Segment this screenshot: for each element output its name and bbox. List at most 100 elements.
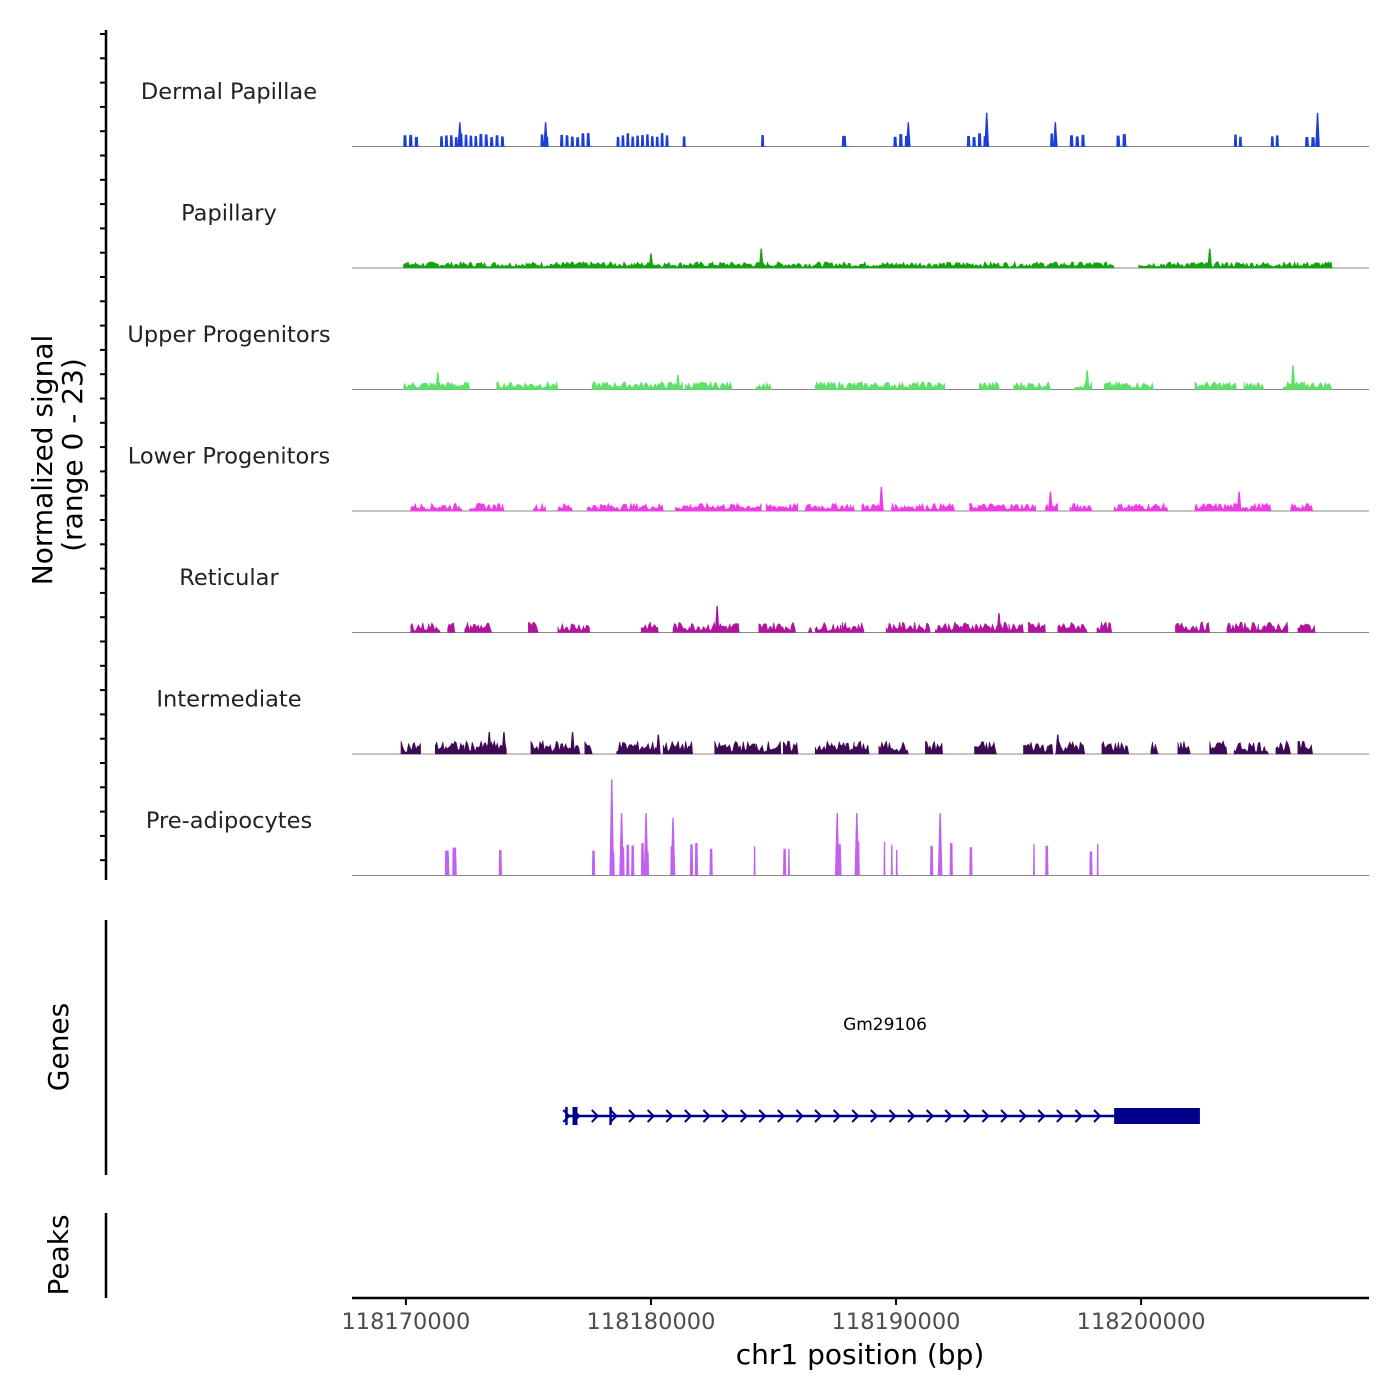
- coverage-area: [753, 261, 890, 269]
- coverage-area: [1270, 135, 1281, 147]
- coverage-area: [1194, 381, 1238, 390]
- coverage-area: [1138, 260, 1304, 269]
- coverage-area: [756, 381, 772, 390]
- coverage-area: [662, 740, 693, 755]
- coverage-peak: [609, 779, 615, 876]
- coverage-area: [410, 622, 441, 633]
- coverage-area: [1297, 623, 1316, 633]
- track-label: Reticular: [179, 565, 279, 591]
- x-tick-label: 118200000: [1077, 1309, 1206, 1335]
- coverage-area: [1297, 740, 1313, 755]
- coverage-area: [974, 741, 997, 755]
- coverage-area: [756, 741, 782, 755]
- track-upper-progenitors: Upper Progenitors: [127, 322, 1369, 390]
- coverage-area: [878, 740, 909, 755]
- coverage-area: [675, 502, 716, 512]
- coverage-area: [403, 134, 421, 147]
- coverage-area: [925, 740, 943, 755]
- coverage-area: [672, 621, 691, 633]
- track-lower-progenitors: Lower Progenitors: [128, 444, 1369, 512]
- coverage-area: [765, 502, 799, 512]
- coverage-area: [1101, 740, 1130, 755]
- track-intermediate: Intermediate: [156, 687, 1369, 755]
- coverage-area: [783, 740, 799, 755]
- coverage-area: [498, 850, 504, 876]
- coverage-area: [1104, 380, 1154, 390]
- coverage-area: [1013, 380, 1051, 390]
- coverage-area: [974, 621, 1010, 633]
- coverage-peak: [834, 813, 840, 876]
- coverage-area: [1057, 621, 1088, 633]
- track-dermal-papillae: Dermal Papillae: [141, 79, 1369, 147]
- gene-exon: [565, 1107, 568, 1125]
- strand-arrow: [907, 1109, 916, 1123]
- coverage-peak: [1315, 112, 1320, 147]
- strand-arrow: [591, 1109, 600, 1123]
- coverage-area: [1028, 621, 1046, 633]
- coverage-area: [1096, 621, 1113, 633]
- x-tick-label: 118180000: [587, 1309, 716, 1335]
- coverage-area: [929, 845, 936, 876]
- coverage-area: [685, 380, 733, 390]
- coverage-area: [883, 841, 887, 876]
- coverage-area: [714, 740, 757, 755]
- coverage-area: [854, 740, 870, 755]
- coverage-peak: [1055, 734, 1061, 755]
- track-label: Papillary: [181, 201, 277, 227]
- coverage-area: [616, 741, 659, 755]
- coverage-area: [1116, 134, 1129, 147]
- coverage-peak: [1290, 365, 1296, 390]
- coverage-area: [559, 133, 593, 147]
- coverage-peak: [501, 732, 507, 755]
- coverage-area: [1113, 502, 1169, 512]
- coverage-area: [587, 502, 664, 512]
- coverage-area: [533, 502, 546, 512]
- coverage-area: [410, 502, 463, 512]
- coverage-area: [1069, 503, 1093, 512]
- coverage-peak: [643, 813, 649, 876]
- coverage-peak: [435, 372, 441, 390]
- strand-arrow: [1000, 1109, 1009, 1123]
- coverage-peak: [758, 248, 764, 269]
- coverage-area: [1057, 740, 1086, 755]
- coverage-area: [447, 622, 456, 633]
- coverage-area: [1032, 844, 1036, 876]
- coverage-area: [969, 502, 1037, 512]
- x-axis-ticks: 118170000 118180000 118190000 118200000: [341, 1298, 1206, 1335]
- coverage-area: [444, 850, 453, 876]
- strand-arrow: [1018, 1109, 1028, 1123]
- strand-arrow: [1074, 1109, 1083, 1123]
- coverage-peak: [984, 112, 990, 147]
- strand-arrow: [981, 1109, 990, 1123]
- coverage-area: [621, 844, 637, 876]
- coverage-area: [1282, 380, 1333, 390]
- coverage-area: [890, 502, 956, 512]
- strand-arrow: [944, 1109, 953, 1123]
- coverage-area: [714, 502, 762, 512]
- gene-exon: [572, 1107, 578, 1125]
- coverage-area: [469, 502, 505, 512]
- coverage-area: [1023, 741, 1054, 755]
- coverage-area: [479, 134, 507, 147]
- coverage-area: [1233, 741, 1269, 755]
- x-axis-title: chr1 position (bp): [736, 1338, 985, 1371]
- x-tick-label: 118190000: [832, 1309, 961, 1335]
- coverage-area: [464, 740, 488, 755]
- strand-arrow: [758, 1109, 767, 1123]
- coverage-area: [1258, 621, 1289, 633]
- coverage-area: [435, 740, 466, 755]
- coverage-peak: [996, 613, 1002, 633]
- coverage-peak: [879, 486, 884, 512]
- strand-arrow: [777, 1109, 786, 1123]
- coverage-area: [1275, 740, 1291, 755]
- coverage-peak: [457, 122, 463, 147]
- coverage-area: [758, 621, 796, 633]
- track-label: Intermediate: [156, 687, 301, 713]
- coverage-area: [890, 844, 894, 876]
- coverage-area: [1089, 851, 1095, 876]
- coverage-area: [760, 135, 767, 147]
- coverage-area: [729, 623, 740, 633]
- track-label: Dermal Papillae: [141, 79, 317, 105]
- coverage-area: [689, 621, 730, 633]
- coverage-area: [682, 136, 688, 147]
